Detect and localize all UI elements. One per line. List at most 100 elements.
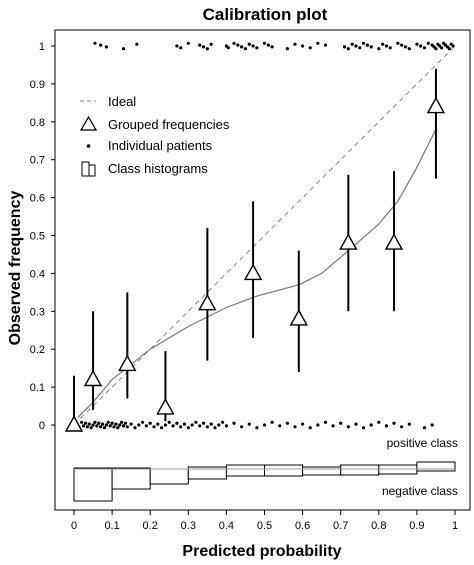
negative-histogram-bar [378,468,418,475]
negative-histogram-bar [111,468,151,490]
positive-class-label: positive class [387,436,458,450]
y-tick-label: 0.8 [30,117,45,129]
patient-dot [186,41,190,45]
patient-dot [262,423,267,427]
patient-dot [308,426,312,430]
patient-dot [240,45,244,49]
patient-dot [377,420,381,424]
patient-dot [116,426,120,430]
patient-dot [407,422,411,426]
grouped-frequencies [64,68,446,432]
patient-dot [308,46,312,50]
patient-dot [247,42,251,46]
patient-dot [99,425,103,429]
patient-dot [270,45,274,49]
grouped-frequency-marker [384,233,404,250]
patient-dot [403,45,408,49]
patient-dot [247,422,251,426]
y-axis: 0 0.1 0.2 0.3 0.4 0.5 0.6 0.7 0.8 0.9 1 [30,41,55,432]
patient-dot [400,43,404,47]
patient-dot [104,45,108,49]
patient-dot [323,43,328,47]
patient-dot [112,425,116,429]
patient-dot [285,421,289,425]
grouped-frequency-marker [156,398,175,415]
patient-dot [232,41,236,45]
patient-dot [422,46,427,50]
patient-dot [114,422,118,426]
patient-dot [278,424,282,428]
patient-dot [396,41,400,45]
patient-dot [97,421,101,425]
y-tick-label: 0.9 [30,79,45,91]
patient-dot [135,42,139,46]
patient-dot [205,47,209,51]
x-tick-label: 0.2 [143,520,158,532]
patient-dot [451,44,455,48]
patient-dot [365,43,369,47]
patient-dot [80,420,84,424]
legend-ideal-label: Ideal [108,94,136,109]
patient-dot [179,425,183,429]
patient-dot [167,420,171,424]
patient-dot [419,44,423,48]
patient-dot [198,43,202,47]
negative-histogram-bar [73,468,113,502]
legend-dot-swatch [86,144,91,148]
patient-dot [133,426,137,430]
patient-dot [270,420,274,424]
negative-histogram-bar [149,468,189,485]
x-tick-label: 0.4 [219,520,234,532]
patient-dot [198,424,202,428]
grouped-frequency-marker [118,354,137,372]
patient-dot [140,420,145,424]
patient-dot [301,44,305,48]
y-tick-label: 0.4 [30,268,45,280]
patient-dot [125,425,129,429]
patient-dot [346,47,350,51]
patient-dot [369,423,373,427]
grouped-frequency-marker [64,415,84,432]
patient-dot [91,423,95,427]
patient-dot [354,44,358,48]
patient-dot [85,425,89,429]
patient-dot [220,420,225,424]
y-tick-label: 0.1 [30,382,45,394]
patient-dot [226,46,230,50]
patient-dot [81,424,86,428]
patient-dot [89,426,93,430]
patient-dot [400,425,404,429]
legend-grouped-label: Grouped frequencies [108,117,230,132]
x-tick-label: 0.6 [295,520,310,532]
patient-dot [415,42,419,46]
patient-dot [95,424,99,428]
negative-patient-dots [80,420,434,430]
patient-dot [100,422,105,426]
patient-dot [440,46,444,50]
grouped-frequency-marker [426,96,446,114]
patient-dot [384,44,389,48]
patient-dot [316,423,320,427]
patient-dot [224,424,228,428]
patient-dot [350,42,354,46]
plot-frame [54,29,471,511]
patient-dot [93,420,97,424]
legend-histogram-swatch [81,161,96,177]
grouped-frequency-marker [83,369,103,387]
patient-dot [110,421,114,425]
patient-dot [422,426,427,430]
y-axis-label: Observed frequency [7,191,24,346]
negative-histogram-bar [340,468,380,476]
patient-dot [243,47,248,51]
patient-dot [182,422,187,426]
patient-dot [201,421,206,425]
patient-dot [361,426,366,430]
patient-dot [194,420,198,424]
patient-dot [426,41,430,45]
x-tick-label: 0.8 [371,520,386,532]
patient-dot [118,423,122,427]
patient-dot [175,44,179,48]
patient-dot [160,426,164,430]
patient-dot [339,421,343,425]
